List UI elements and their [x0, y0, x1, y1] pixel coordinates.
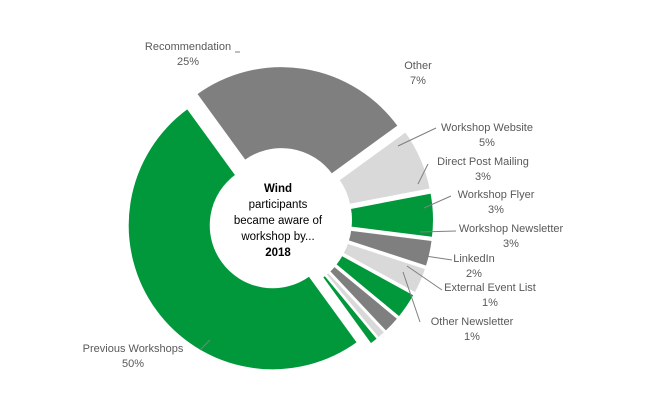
slice-label-name: Workshop Newsletter: [459, 223, 564, 235]
slice-label-value: 3%: [503, 238, 519, 250]
leader-line: [411, 253, 453, 261]
slice-label-value: 3%: [475, 171, 491, 183]
slice-label-value: 3%: [488, 204, 504, 216]
center-label: Wind participants became aware of worksh…: [234, 183, 323, 259]
slice-workshop-newsletter: [333, 253, 416, 319]
center-title: Wind: [264, 183, 292, 195]
leader-line: [417, 163, 429, 185]
slice-previous-workshops: [126, 106, 360, 372]
leader-line: [423, 195, 452, 209]
slices-group: [126, 65, 435, 372]
slice-label-name: Previous Workshops: [83, 343, 184, 355]
slice-label-name: Recommendation: [145, 41, 231, 53]
slice-label-name: Other Newsletter: [431, 316, 514, 328]
slice-label-value: 7%: [410, 75, 426, 87]
slice-recommendation: [194, 65, 401, 177]
slice-workshop-website: [348, 191, 435, 240]
slice-labels-group: Recommendation 25% Other 7% Workshop Website…: [83, 41, 564, 370]
slice-label-value: 25%: [177, 56, 199, 68]
slice-label-name: Other: [404, 60, 432, 72]
center-year: 2018: [265, 247, 291, 259]
slice-other: [337, 129, 432, 206]
slice-label-name: LinkedIn: [453, 253, 495, 265]
slice-direct-post-mailing: [346, 228, 434, 269]
slice-label-value: 50%: [122, 358, 144, 370]
slice-label-value: 1%: [482, 297, 498, 309]
slice-label-name: Direct Post Mailing: [437, 156, 529, 168]
center-hole: [216, 158, 340, 282]
slice-label-name: Workshop Flyer: [458, 189, 535, 201]
leader-line: [199, 339, 211, 351]
leader-line: [406, 265, 443, 291]
slice-label-value: 5%: [479, 137, 495, 149]
leader-line: [402, 271, 421, 323]
slice-label-name: Workshop Website: [441, 122, 533, 134]
center-line-2: became aware of: [234, 215, 323, 227]
slice-label-name: External Event List: [444, 282, 536, 294]
slice-label-value: 1%: [464, 331, 480, 343]
leader-line: [397, 127, 437, 147]
leader-line: [419, 230, 457, 233]
center-line-3: workshop by...: [240, 231, 314, 243]
center-line-1: participants: [249, 199, 308, 211]
slice-other-newsletter: [320, 273, 380, 346]
slice-label-value: 2%: [466, 268, 482, 280]
leader-lines-group: [199, 51, 457, 351]
